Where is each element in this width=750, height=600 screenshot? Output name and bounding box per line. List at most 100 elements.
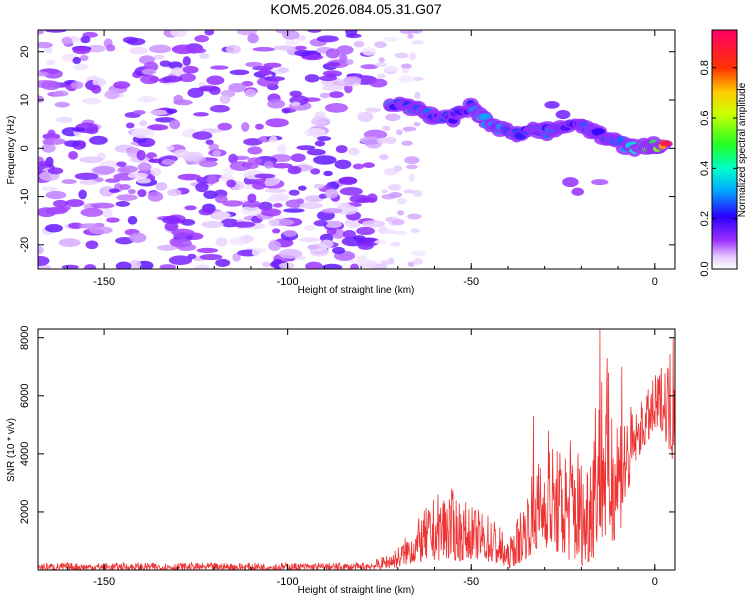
noise-blob: [307, 30, 322, 33]
noise-blob: [198, 208, 214, 216]
noise-blob: [294, 49, 313, 57]
noise-blob: [139, 120, 148, 127]
noise-blob: [93, 165, 116, 175]
noise-blob: [245, 61, 263, 68]
noise-blob: [357, 241, 374, 250]
noise-blob: [38, 71, 49, 77]
noise-blob: [177, 173, 202, 181]
noise-blob: [228, 82, 247, 93]
noise-blob: [108, 188, 120, 194]
noise-blob: [325, 220, 343, 228]
noise-blob: [45, 190, 67, 200]
noise-blob: [378, 57, 385, 63]
noise-blob: [405, 164, 418, 170]
noise-blob: [355, 237, 377, 243]
noise-blob: [115, 201, 130, 207]
noise-blob: [325, 48, 341, 59]
noise-blob: [387, 184, 401, 191]
noise-blob: [404, 156, 420, 165]
noise-blob: [336, 45, 354, 55]
noise-blob: [38, 95, 44, 103]
noise-blob: [127, 188, 136, 195]
noise-blob: [264, 188, 287, 193]
noise-blob: [317, 136, 332, 142]
noise-blob: [247, 33, 259, 44]
noise-blob: [247, 193, 257, 203]
noise-blob: [80, 208, 104, 217]
noise-blob: [304, 74, 320, 83]
noise-blob: [155, 182, 168, 191]
noise-blob: [403, 189, 415, 194]
noise-blob: [126, 37, 146, 46]
colorbar-label: Normalized spectral amplitude: [737, 82, 748, 217]
noise-blob: [170, 30, 188, 38]
noise-blob: [396, 197, 407, 205]
noise-blob: [170, 238, 193, 248]
noise-blob: [127, 215, 138, 225]
noise-blob: [242, 234, 252, 244]
noise-blob: [212, 150, 222, 157]
noise-blob: [343, 76, 362, 84]
noise-blob: [289, 90, 302, 97]
noise-blob: [201, 220, 224, 229]
noise-blob: [136, 96, 158, 103]
secondary-blob: [555, 109, 571, 120]
noise-blob: [141, 68, 157, 75]
noise-blob: [168, 255, 193, 266]
noise-blob: [53, 90, 69, 97]
noise-blob: [197, 81, 207, 87]
noise-blob: [167, 188, 182, 197]
noise-blob: [42, 137, 67, 145]
noise-blob: [353, 40, 365, 48]
noise-blob: [187, 253, 197, 259]
snr-y-tick-label: 4000: [19, 442, 31, 466]
noise-blob: [78, 189, 87, 200]
noise-blob: [193, 112, 209, 117]
noise-blob: [342, 230, 357, 239]
noise-blob: [74, 172, 99, 180]
noise-blob: [376, 73, 386, 79]
noise-blob: [217, 122, 232, 131]
noise-blob: [398, 75, 414, 84]
noise-blob: [299, 202, 324, 209]
noise-blob: [199, 253, 223, 261]
noise-blob: [136, 177, 152, 184]
colorbar-tick-label: 0.0: [699, 261, 711, 276]
noise-blob: [184, 205, 197, 211]
noise-blob: [226, 179, 237, 188]
noise-blob: [255, 123, 264, 130]
noise-blob: [38, 160, 51, 167]
noise-blob: [252, 47, 276, 52]
noise-blob: [87, 44, 106, 53]
noise-blob: [283, 208, 305, 213]
noise-blob: [295, 198, 305, 204]
noise-blob: [383, 65, 399, 72]
noise-blob: [166, 108, 178, 114]
noise-blob: [171, 228, 195, 237]
noise-blob: [194, 35, 209, 43]
noise-blob: [282, 30, 300, 40]
noise-blob: [158, 77, 172, 84]
noise-blob: [113, 81, 131, 89]
noise-blob: [196, 247, 219, 254]
noise-blob: [127, 172, 149, 179]
noise-blob: [320, 239, 334, 248]
noise-blob: [147, 124, 169, 131]
noise-blob: [324, 102, 348, 113]
noise-blob: [313, 220, 328, 227]
noise-blob: [47, 167, 64, 175]
noise-blob: [266, 196, 288, 203]
noise-blob: [79, 179, 99, 186]
noise-blob: [401, 63, 412, 69]
spectrogram-y-tick-label: 0: [19, 145, 31, 151]
noise-blob: [252, 181, 266, 190]
noise-blob: [115, 236, 134, 245]
spectrogram-x-tick-label: 0: [652, 276, 658, 288]
noise-blob: [72, 56, 82, 65]
noise-blob: [38, 30, 45, 35]
noise-blob: [182, 65, 199, 74]
noise-blob: [218, 211, 230, 219]
noise-blob: [262, 261, 271, 268]
noise-blob: [413, 257, 424, 265]
